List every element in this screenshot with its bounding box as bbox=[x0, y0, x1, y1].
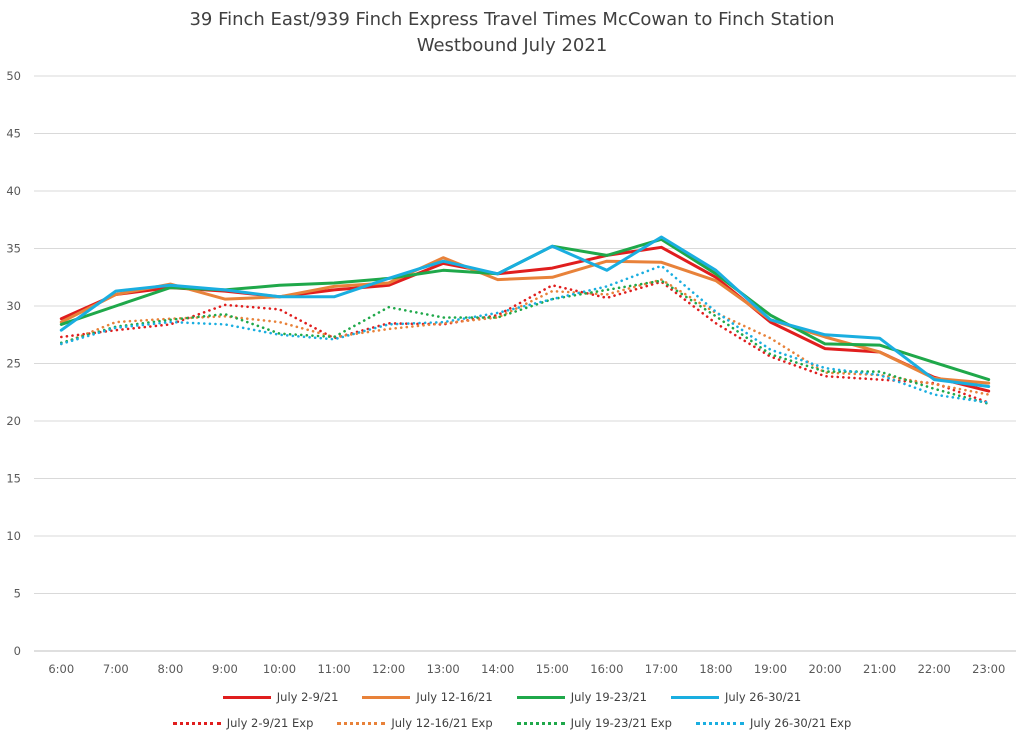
y-tick-label: 15 bbox=[6, 472, 21, 486]
x-tick-label: 7:00 bbox=[103, 662, 129, 676]
y-tick-label: 0 bbox=[14, 644, 21, 658]
y-tick-label: 5 bbox=[14, 587, 21, 601]
x-tick-label: 15:00 bbox=[536, 662, 569, 676]
x-tick-label: 23:00 bbox=[972, 662, 1005, 676]
x-tick-label: 18:00 bbox=[699, 662, 732, 676]
legend-swatch bbox=[172, 721, 221, 725]
legend-swatch bbox=[516, 721, 565, 725]
legend-item: July 19-23/21 Exp bbox=[516, 716, 672, 730]
x-tick-label: 8:00 bbox=[157, 662, 183, 676]
legend-item: July 19-23/21 bbox=[516, 690, 647, 704]
x-tick-label: 6:00 bbox=[48, 662, 74, 676]
y-tick-label: 45 bbox=[6, 127, 21, 141]
legend-label: July 12-16/21 Exp bbox=[391, 716, 493, 730]
x-tick-label: 19:00 bbox=[754, 662, 787, 676]
x-tick-label: 14:00 bbox=[481, 662, 514, 676]
legend-swatch bbox=[337, 721, 386, 725]
y-tick-label: 35 bbox=[6, 242, 21, 256]
series-line-july-26-30-21-exp bbox=[59, 264, 991, 404]
x-tick-label: 20:00 bbox=[808, 662, 841, 676]
legend-label: July 19-23/21 bbox=[570, 690, 647, 704]
legend-item: July 2-9/21 bbox=[222, 690, 339, 704]
x-tick-label: 12:00 bbox=[372, 662, 405, 676]
series-line-july-26-30-21 bbox=[59, 235, 991, 388]
legend-swatch bbox=[222, 695, 271, 699]
x-tick-label: 21:00 bbox=[863, 662, 896, 676]
chart-subtitle: Westbound July 2021 bbox=[416, 35, 608, 56]
legend-label: July 12-16/21 bbox=[416, 690, 493, 704]
legend-item: July 26-30/21 Exp bbox=[695, 716, 852, 730]
y-tick-label: 50 bbox=[6, 69, 21, 83]
x-tick-label: 16:00 bbox=[590, 662, 623, 676]
legend-swatch bbox=[516, 695, 565, 699]
legend-swatch bbox=[362, 695, 411, 699]
x-tick-label: 13:00 bbox=[427, 662, 460, 676]
x-tick-label: 11:00 bbox=[317, 662, 350, 676]
x-tick-label: 22:00 bbox=[918, 662, 951, 676]
y-tick-label: 10 bbox=[6, 529, 21, 543]
series-line-july-2-9-21 bbox=[59, 245, 991, 393]
legend-item: July 12-16/21 Exp bbox=[337, 716, 493, 730]
legend-row-express: July 2-9/21 Exp July 12-16/21 Exp July 19-… bbox=[0, 716, 1024, 730]
chart-title: 39 Finch East/939 Finch Express Travel T… bbox=[189, 9, 835, 30]
y-tick-label: 25 bbox=[6, 357, 21, 371]
legend-item: July 2-9/21 Exp bbox=[172, 716, 314, 730]
x-tick-label: 17:00 bbox=[645, 662, 678, 676]
y-tick-label: 20 bbox=[6, 414, 21, 428]
legend-swatch bbox=[695, 721, 744, 725]
legend-row-solid: July 2-9/21 July 12-16/21 July 19-23/21 Jul… bbox=[0, 690, 1024, 704]
series-line-july-12-16-21 bbox=[59, 256, 991, 385]
legend-label: July 2-9/21 bbox=[276, 690, 339, 704]
legend-label: July 19-23/21 Exp bbox=[570, 716, 672, 730]
x-tick-label: 9:00 bbox=[212, 662, 238, 676]
y-tick-label: 30 bbox=[6, 299, 21, 313]
legend-swatch bbox=[670, 695, 719, 699]
legend-label: July 2-9/21 Exp bbox=[226, 716, 314, 730]
legend-item: July 26-30/21 bbox=[670, 690, 802, 704]
x-tick-label: 10:00 bbox=[263, 662, 296, 676]
series-line-july-19-23-21-exp bbox=[59, 279, 991, 406]
legend-label: July 26-30/21 Exp bbox=[749, 716, 852, 730]
legend-item: July 12-16/21 bbox=[362, 690, 493, 704]
legend-label: July 26-30/21 bbox=[724, 690, 802, 704]
series-line-july-2-9-21-exp bbox=[59, 280, 991, 404]
y-tick-label: 40 bbox=[6, 184, 21, 198]
